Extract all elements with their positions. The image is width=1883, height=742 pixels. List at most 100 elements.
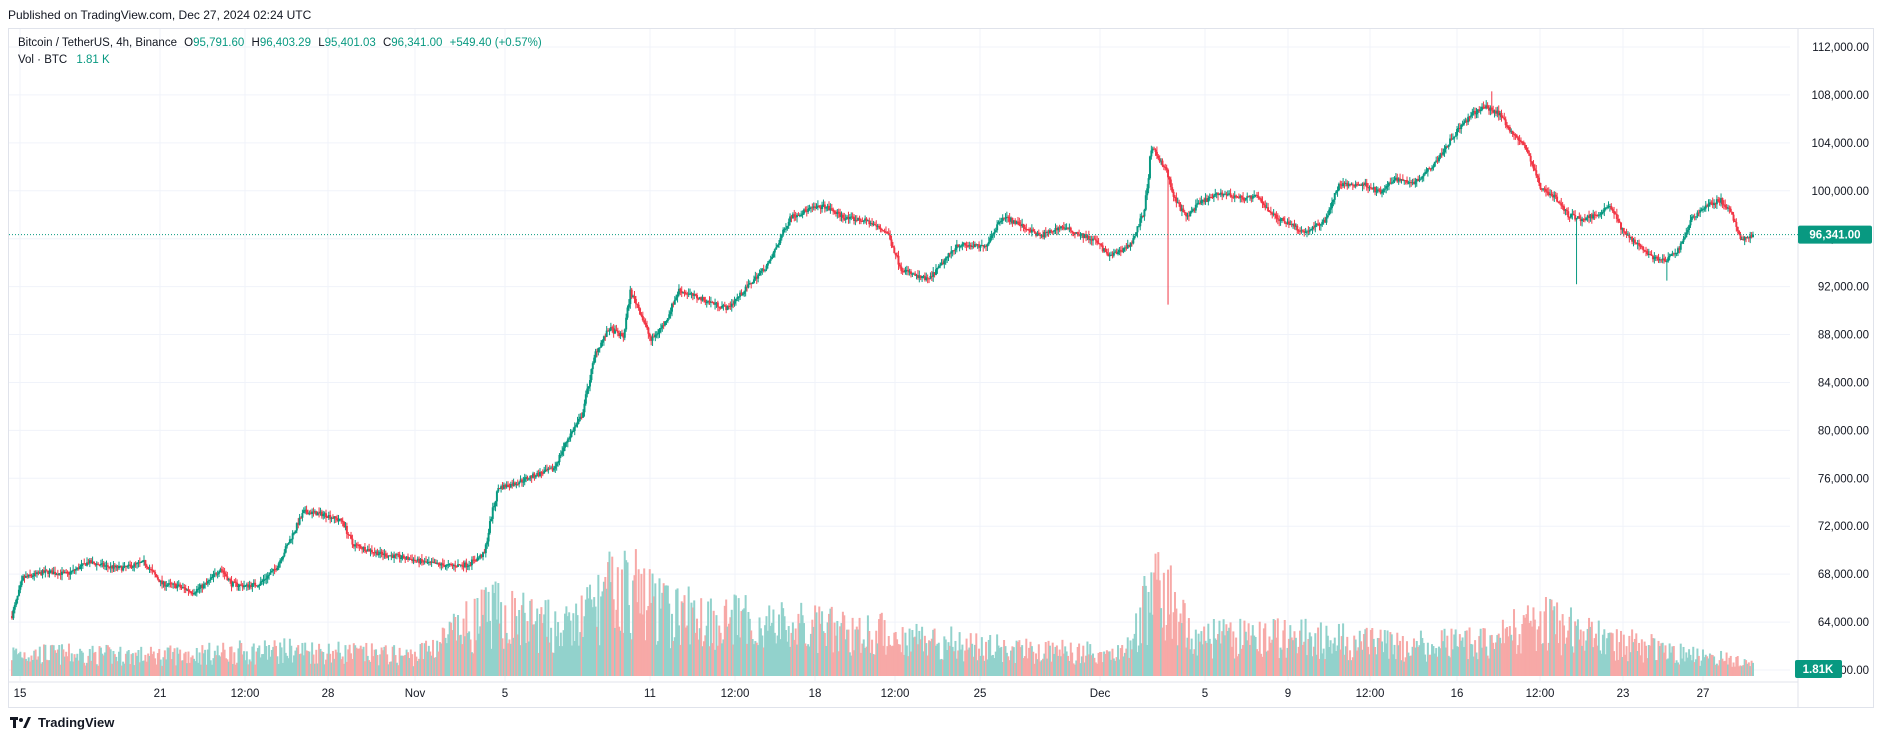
volume-bar	[832, 652, 835, 676]
candle-body	[1130, 242, 1133, 244]
candle-body	[412, 559, 415, 562]
candle-body	[976, 244, 979, 246]
candle-body	[1732, 214, 1735, 221]
volume-bar	[94, 651, 97, 676]
candle-body	[293, 532, 296, 534]
candle-body	[1357, 184, 1360, 186]
candle-body	[102, 563, 105, 567]
volume-bar	[1576, 619, 1579, 676]
candle-body	[1628, 234, 1631, 238]
time-tick-label: 5	[1202, 688, 1208, 700]
volume-bar	[345, 661, 348, 676]
candle-body	[933, 272, 936, 275]
candle-body	[129, 564, 132, 566]
candle-body	[72, 569, 75, 572]
price-axis[interactable]: 112,000.00108,000.00104,000.00100,000.00…	[1811, 42, 1869, 677]
volume-bar	[633, 575, 636, 676]
volume-bar	[616, 567, 619, 676]
volume-bar	[199, 664, 202, 676]
volume-label[interactable]: Vol · BTC	[18, 54, 68, 66]
volume-bar	[608, 551, 611, 676]
candle-body	[597, 348, 600, 353]
volume-bar	[994, 651, 997, 676]
chart-frame[interactable]	[8, 28, 1874, 708]
volume-bar	[1001, 661, 1004, 676]
candle-body	[1668, 255, 1671, 258]
candle-body	[960, 245, 963, 247]
candle-body	[243, 586, 246, 588]
volume-bar	[953, 651, 956, 676]
volume-bar	[72, 661, 75, 676]
volume-bar	[529, 600, 532, 676]
candle-body	[1004, 217, 1007, 219]
candle-body	[696, 295, 699, 299]
candle-body	[240, 584, 243, 586]
candle-body	[84, 563, 87, 566]
volume-bar	[194, 661, 197, 676]
candle-body	[1150, 150, 1153, 157]
candle-body	[1007, 216, 1010, 218]
volume-bar	[1016, 641, 1019, 676]
volume-bar	[261, 654, 264, 676]
volume-bar	[597, 574, 600, 676]
volume-bar	[648, 569, 651, 676]
candle-body	[627, 304, 630, 308]
candle-body	[195, 589, 198, 593]
candle-body	[1011, 217, 1014, 224]
candle-body	[281, 556, 284, 560]
volume-bar	[452, 613, 455, 676]
volume-bar	[1532, 607, 1535, 676]
volume-bar	[533, 624, 536, 676]
volume-bar	[1155, 579, 1158, 676]
volume-bar	[1210, 643, 1213, 676]
volume-bar	[1583, 650, 1586, 676]
candle-body	[1504, 119, 1507, 126]
volume-bar	[1278, 658, 1281, 676]
candle-body	[1693, 216, 1696, 218]
candle-body	[493, 505, 496, 508]
candle-body	[1471, 112, 1474, 116]
candle-body	[1601, 211, 1604, 213]
volume-bar	[1121, 645, 1124, 676]
volume-bar	[1164, 640, 1167, 676]
volume-bar	[311, 642, 314, 676]
volume-bar	[1169, 565, 1172, 676]
candle-body	[537, 472, 540, 476]
volume-bar	[525, 643, 528, 676]
volume-bar	[729, 617, 732, 676]
volume-bar	[1454, 629, 1457, 676]
candle-body	[616, 330, 619, 333]
candle-body	[1524, 144, 1527, 148]
candle-body	[672, 303, 675, 305]
volume-bar	[736, 635, 739, 676]
volume-bar	[1421, 637, 1424, 676]
volume-bar	[1525, 614, 1528, 676]
candle-body	[1390, 182, 1393, 184]
volume-bar	[183, 653, 186, 676]
volume-bar	[987, 639, 990, 676]
candle-body	[1269, 211, 1272, 213]
volume-bar	[1407, 652, 1410, 676]
candle-body	[1478, 109, 1481, 112]
price-tick-label: 112,000.00	[1812, 42, 1869, 54]
candle-body	[280, 559, 283, 561]
volume-bar	[463, 636, 466, 676]
symbol-label[interactable]: Bitcoin / TetherUS, 4h, Binance	[18, 37, 177, 49]
candle-body	[1010, 217, 1013, 222]
candle-body	[825, 207, 828, 209]
candle-body	[457, 564, 460, 567]
candle-body	[1389, 182, 1392, 184]
candle-body	[507, 484, 510, 487]
candle-body	[1111, 254, 1114, 256]
candle-body	[80, 564, 83, 567]
volume-bar	[30, 655, 33, 676]
candle-body	[434, 562, 437, 564]
tradingview-brand[interactable]: TradingView	[10, 715, 114, 730]
volume-bar	[472, 653, 475, 676]
candle-body	[750, 283, 753, 285]
time-axis[interactable]: 15 21 12:00 28 Nov 5 11 12:00 18 12:00 25 Dec 5 9 12:0…	[14, 688, 1710, 700]
volume-bar	[1482, 628, 1485, 676]
candle-body	[879, 227, 882, 229]
volume-bar	[65, 651, 68, 676]
